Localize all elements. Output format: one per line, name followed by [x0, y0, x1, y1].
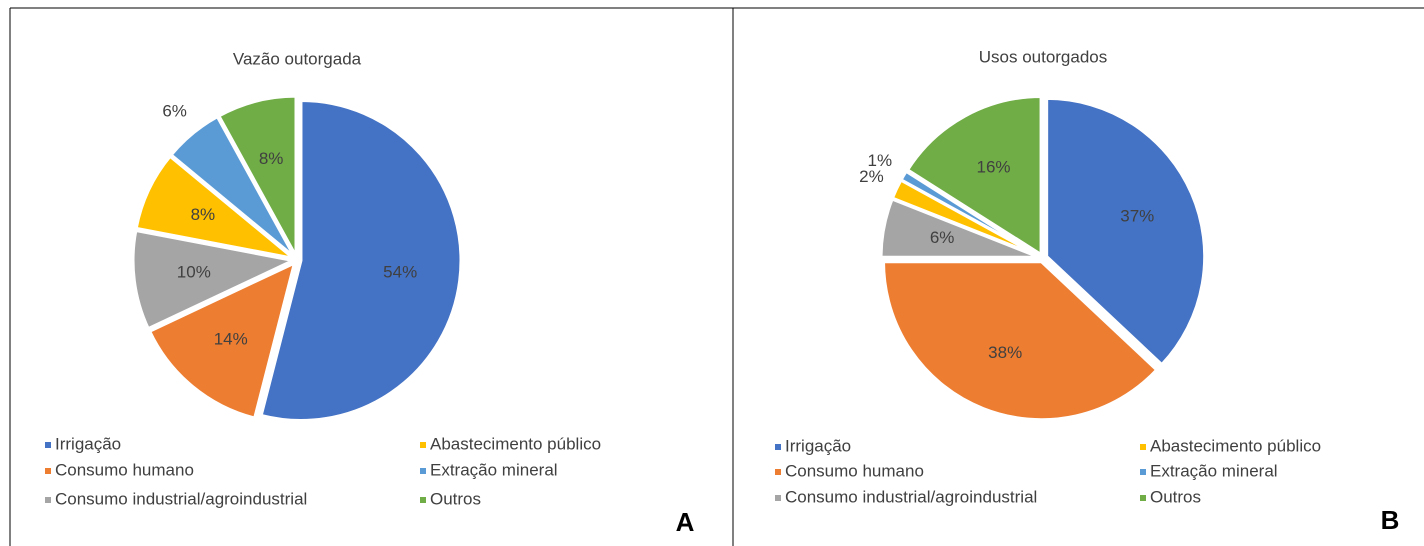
data-label: 8% [259, 149, 284, 168]
legend-label: Abastecimento público [1150, 436, 1321, 455]
legend-label: Outros [1150, 487, 1201, 506]
pie-slice [216, 94, 298, 257]
legend-label: Outros [430, 489, 481, 508]
data-label: 54% [383, 263, 417, 282]
pie-slice [1045, 96, 1207, 367]
pie-slice [134, 154, 295, 260]
pie-slice [147, 260, 297, 420]
legend-label: Irrigação [55, 434, 121, 453]
legend-swatch [775, 444, 781, 450]
legend-label: Consumo humano [785, 461, 924, 480]
pie-slice [169, 114, 296, 259]
chart-title: Usos outorgados [979, 47, 1108, 66]
data-label: 1% [868, 151, 893, 170]
legend-swatch [45, 468, 51, 474]
pie-slice [131, 228, 298, 331]
legend-swatch [775, 495, 781, 501]
legend-label: Consumo industrial/agroindustrial [785, 487, 1037, 506]
data-label: 37% [1120, 207, 1154, 226]
data-label: 6% [930, 228, 955, 247]
pie-slice [899, 169, 1041, 258]
legend-label: Extração mineral [1150, 461, 1278, 480]
data-label: 6% [162, 102, 187, 121]
pie-slice [882, 260, 1159, 422]
panel-label: A [676, 507, 695, 537]
data-label: 10% [177, 263, 211, 282]
legend-swatch [420, 497, 426, 503]
legend-swatch [420, 442, 426, 448]
legend-label: Irrigação [785, 436, 851, 455]
chart-title: Vazão outorgada [233, 49, 362, 68]
legend-swatch [45, 442, 51, 448]
panel-label: B [1381, 505, 1400, 535]
legend-label: Consumo industrial/agroindustrial [55, 489, 307, 508]
legend-label: Extração mineral [430, 460, 558, 479]
data-label: 14% [214, 330, 248, 349]
legend-swatch [1140, 495, 1146, 501]
data-label: 2% [859, 167, 884, 186]
legend-label: Consumo humano [55, 460, 194, 479]
legend-label: Abastecimento público [430, 434, 601, 453]
data-label: 8% [191, 205, 216, 224]
legend-swatch [420, 468, 426, 474]
legend-swatch [1140, 444, 1146, 450]
legend-swatch [775, 469, 781, 475]
legend-swatch [45, 497, 51, 503]
pie-slice [905, 94, 1043, 258]
pie-slice [259, 98, 463, 422]
legend-swatch [1140, 469, 1146, 475]
data-label: 16% [977, 157, 1011, 176]
data-label: 38% [988, 343, 1022, 362]
